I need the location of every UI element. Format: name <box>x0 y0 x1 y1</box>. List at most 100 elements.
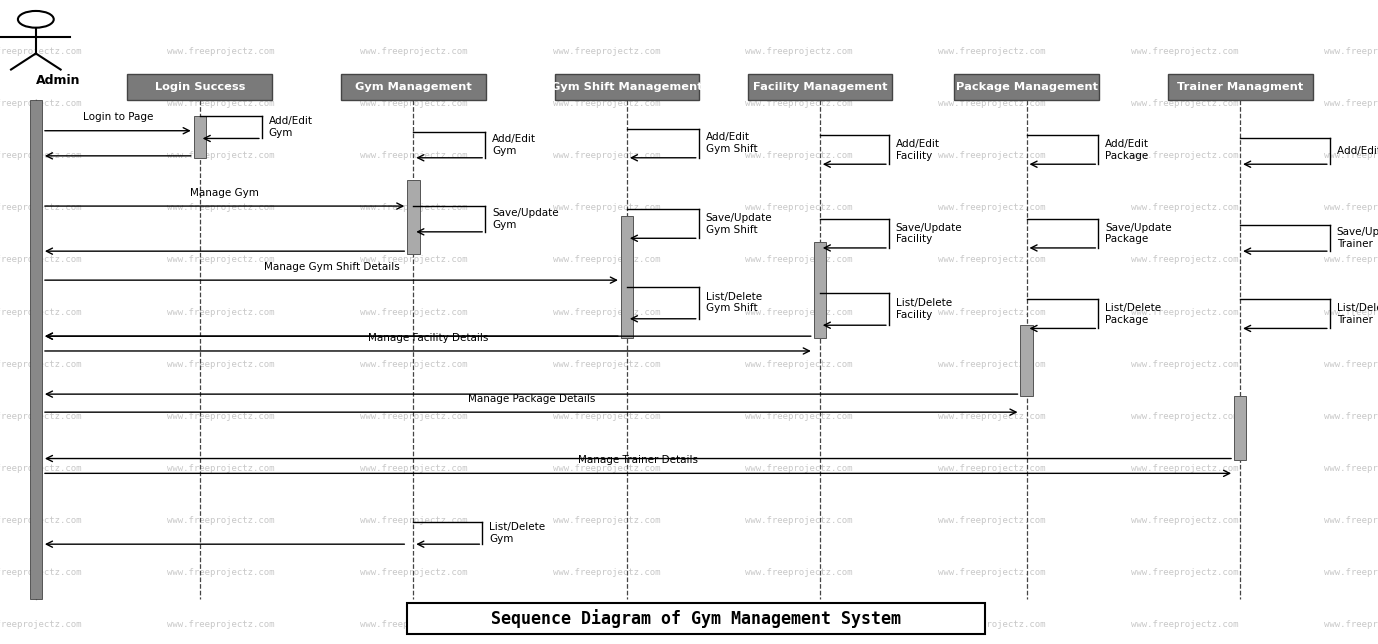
Text: www.freeprojectz.com: www.freeprojectz.com <box>1131 47 1239 56</box>
Text: Add/Edit
Gym Shift: Add/Edit Gym Shift <box>706 133 757 154</box>
Text: www.freeprojectz.com: www.freeprojectz.com <box>167 256 274 265</box>
Text: www.freeprojectz.com: www.freeprojectz.com <box>938 412 1046 421</box>
Text: www.freeprojectz.com: www.freeprojectz.com <box>1131 464 1239 473</box>
Text: www.freeprojectz.com: www.freeprojectz.com <box>745 256 853 265</box>
Text: www.freeprojectz.com: www.freeprojectz.com <box>167 412 274 421</box>
Text: www.freeprojectz.com: www.freeprojectz.com <box>0 308 81 317</box>
Bar <box>342 74 485 100</box>
Text: www.freeprojectz.com: www.freeprojectz.com <box>745 568 853 577</box>
Text: www.freeprojectz.com: www.freeprojectz.com <box>938 151 1046 160</box>
Text: Add/Edit
Gym: Add/Edit Gym <box>492 134 536 156</box>
Text: Sequence Diagram of Gym Management System: Sequence Diagram of Gym Management Syste… <box>491 609 901 629</box>
Text: www.freeprojectz.com: www.freeprojectz.com <box>745 47 853 56</box>
Text: www.freeprojectz.com: www.freeprojectz.com <box>167 151 274 160</box>
Text: www.freeprojectz.com: www.freeprojectz.com <box>938 464 1046 473</box>
Text: www.freeprojectz.com: www.freeprojectz.com <box>1131 568 1239 577</box>
Text: www.freeprojectz.com: www.freeprojectz.com <box>553 204 660 213</box>
Text: www.freeprojectz.com: www.freeprojectz.com <box>360 308 467 317</box>
Text: www.freeprojectz.com: www.freeprojectz.com <box>0 412 81 421</box>
Text: www.freeprojectz.com: www.freeprojectz.com <box>1324 99 1378 108</box>
Text: www.freeprojectz.com: www.freeprojectz.com <box>745 151 853 160</box>
Bar <box>407 603 985 634</box>
Text: www.freeprojectz.com: www.freeprojectz.com <box>360 204 467 213</box>
Text: Login Success: Login Success <box>154 82 245 92</box>
Text: www.freeprojectz.com: www.freeprojectz.com <box>167 99 274 108</box>
Text: www.freeprojectz.com: www.freeprojectz.com <box>1131 516 1239 525</box>
Text: Login to Page: Login to Page <box>83 112 153 122</box>
Text: www.freeprojectz.com: www.freeprojectz.com <box>745 204 853 213</box>
Text: www.freeprojectz.com: www.freeprojectz.com <box>360 412 467 421</box>
Text: www.freeprojectz.com: www.freeprojectz.com <box>938 359 1046 368</box>
Text: Manage Trainer Details: Manage Trainer Details <box>577 455 699 465</box>
Text: www.freeprojectz.com: www.freeprojectz.com <box>0 99 81 108</box>
Text: www.freeprojectz.com: www.freeprojectz.com <box>1324 464 1378 473</box>
Text: www.freeprojectz.com: www.freeprojectz.com <box>553 99 660 108</box>
Text: www.freeprojectz.com: www.freeprojectz.com <box>745 516 853 525</box>
Text: www.freeprojectz.com: www.freeprojectz.com <box>938 516 1046 525</box>
Text: Package Management: Package Management <box>955 82 1098 92</box>
Text: www.freeprojectz.com: www.freeprojectz.com <box>553 256 660 265</box>
Bar <box>193 116 207 158</box>
Text: www.freeprojectz.com: www.freeprojectz.com <box>1324 359 1378 368</box>
Text: www.freeprojectz.com: www.freeprojectz.com <box>553 568 660 577</box>
Text: List/Delete
Trainer: List/Delete Trainer <box>1337 303 1378 325</box>
Text: www.freeprojectz.com: www.freeprojectz.com <box>1131 99 1239 108</box>
Bar <box>554 74 700 100</box>
Text: www.freeprojectz.com: www.freeprojectz.com <box>360 151 467 160</box>
Text: www.freeprojectz.com: www.freeprojectz.com <box>0 256 81 265</box>
Text: List/Delete
Gym: List/Delete Gym <box>489 522 546 544</box>
Text: Save/Update
Facility: Save/Update Facility <box>896 223 962 244</box>
Text: www.freeprojectz.com: www.freeprojectz.com <box>553 412 660 421</box>
Text: www.freeprojectz.com: www.freeprojectz.com <box>553 151 660 160</box>
Text: www.freeprojectz.com: www.freeprojectz.com <box>1324 412 1378 421</box>
Text: www.freeprojectz.com: www.freeprojectz.com <box>745 464 853 473</box>
Text: www.freeprojectz.com: www.freeprojectz.com <box>167 359 274 368</box>
Text: www.freeprojectz.com: www.freeprojectz.com <box>1324 204 1378 213</box>
Text: List/Delete
Gym Shift: List/Delete Gym Shift <box>706 292 762 314</box>
Text: www.freeprojectz.com: www.freeprojectz.com <box>938 47 1046 56</box>
Text: www.freeprojectz.com: www.freeprojectz.com <box>745 412 853 421</box>
Text: www.freeprojectz.com: www.freeprojectz.com <box>1324 151 1378 160</box>
Text: www.freeprojectz.com: www.freeprojectz.com <box>167 620 274 629</box>
Text: www.freeprojectz.com: www.freeprojectz.com <box>745 620 853 629</box>
Bar <box>1020 325 1034 396</box>
Text: www.freeprojectz.com: www.freeprojectz.com <box>553 359 660 368</box>
Text: www.freeprojectz.com: www.freeprojectz.com <box>1324 308 1378 317</box>
Text: Manage Facility Details: Manage Facility Details <box>368 332 488 343</box>
Text: www.freeprojectz.com: www.freeprojectz.com <box>938 99 1046 108</box>
Text: www.freeprojectz.com: www.freeprojectz.com <box>1131 620 1239 629</box>
Text: www.freeprojectz.com: www.freeprojectz.com <box>0 359 81 368</box>
Bar <box>620 216 634 338</box>
Text: www.freeprojectz.com: www.freeprojectz.com <box>360 516 467 525</box>
Text: Admin: Admin <box>36 74 80 87</box>
Text: Save/Update
Gym: Save/Update Gym <box>492 208 558 230</box>
Text: Save/Update
Gym Shift: Save/Update Gym Shift <box>706 213 772 234</box>
Text: www.freeprojectz.com: www.freeprojectz.com <box>553 47 660 56</box>
Text: Add/Edit Trainer: Add/Edit Trainer <box>1337 146 1378 156</box>
Text: www.freeprojectz.com: www.freeprojectz.com <box>553 516 660 525</box>
Text: www.freeprojectz.com: www.freeprojectz.com <box>167 204 274 213</box>
Text: www.freeprojectz.com: www.freeprojectz.com <box>553 464 660 473</box>
Text: www.freeprojectz.com: www.freeprojectz.com <box>360 359 467 368</box>
Text: www.freeprojectz.com: www.freeprojectz.com <box>360 620 467 629</box>
Text: www.freeprojectz.com: www.freeprojectz.com <box>0 204 81 213</box>
Text: www.freeprojectz.com: www.freeprojectz.com <box>0 568 81 577</box>
Text: www.freeprojectz.com: www.freeprojectz.com <box>167 464 274 473</box>
Bar <box>1169 74 1312 100</box>
Text: www.freeprojectz.com: www.freeprojectz.com <box>938 620 1046 629</box>
Text: www.freeprojectz.com: www.freeprojectz.com <box>745 359 853 368</box>
Text: Gym Shift Management: Gym Shift Management <box>551 82 703 92</box>
Text: www.freeprojectz.com: www.freeprojectz.com <box>1131 256 1239 265</box>
Text: www.freeprojectz.com: www.freeprojectz.com <box>1324 568 1378 577</box>
Text: www.freeprojectz.com: www.freeprojectz.com <box>1131 359 1239 368</box>
Text: www.freeprojectz.com: www.freeprojectz.com <box>0 47 81 56</box>
Bar <box>30 100 41 599</box>
Text: www.freeprojectz.com: www.freeprojectz.com <box>360 99 467 108</box>
Bar <box>127 74 273 100</box>
Text: Save/Update
Package: Save/Update Package <box>1105 223 1171 244</box>
Bar <box>747 74 893 100</box>
Text: Add/Edit
Gym: Add/Edit Gym <box>269 117 313 138</box>
Text: List/Delete
Package: List/Delete Package <box>1105 303 1162 325</box>
Text: www.freeprojectz.com: www.freeprojectz.com <box>553 308 660 317</box>
Text: www.freeprojectz.com: www.freeprojectz.com <box>360 47 467 56</box>
